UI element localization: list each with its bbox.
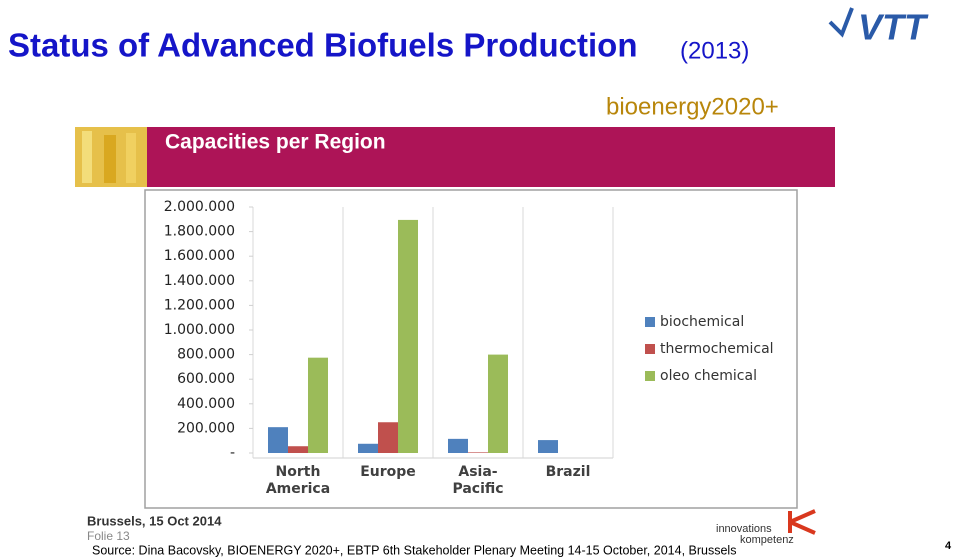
banner-image [82,131,92,183]
bar [358,443,378,453]
y-tick-label: - [230,445,235,461]
legend-swatch [645,317,655,327]
y-tick-label: 1.800.000 [164,224,235,240]
banner [75,127,835,187]
y-tick-label: 1.200.000 [164,297,235,313]
banner-image [104,135,116,183]
legend-label: thermochemical [660,341,774,357]
x-tick-label: North America [265,464,331,497]
banner-title: Capacities per Region [165,131,386,154]
partner-logo: bioenergy2020+ [606,93,779,120]
slide-title-year: (2013) [680,37,749,64]
x-tick-label: Asia-Pacific [452,464,504,497]
slide-title: Status of Advanced Biofuels Production [8,27,638,64]
bar [448,438,468,453]
x-tick-label: Europe [360,464,416,480]
y-tick-label: 1.600.000 [164,248,235,264]
y-tick-label: 1.000.000 [164,322,235,338]
footer-place-date: Brussels, 15 Oct 2014 [87,513,222,528]
legend-swatch [645,344,655,354]
legend-swatch [645,371,655,381]
page-number: 4 [945,540,952,552]
chart-frame [144,189,798,509]
bar [288,446,308,453]
y-tick-label: 1.400.000 [164,273,235,289]
banner-image [126,133,136,183]
source-note: Source: Dina Bacovsky, BIOENERGY 2020+, … [92,543,736,557]
bar [378,422,398,453]
footer-logo-line: innovations [716,523,772,535]
y-tick-label: 2.000.000 [164,199,235,215]
vtt-logo: VTT [858,7,929,48]
logo-mark [828,7,854,38]
y-tick-label: 800.000 [177,347,235,363]
footer-slide: Folie 13 [87,529,130,543]
bar [308,357,328,453]
footer-logo-line: kompetenz [740,534,794,546]
bar [538,440,558,453]
x-tick-label: Brazil [545,464,591,480]
legend-label: oleo chemical [660,368,757,384]
y-tick-label: 200.000 [177,420,235,436]
bar [468,452,488,453]
y-tick-label: 400.000 [177,396,235,412]
footer-logo-mark [788,509,816,535]
y-tick-label: 600.000 [177,371,235,387]
bar [398,219,418,453]
legend-label: biochemical [660,314,744,330]
bar [268,427,288,453]
bar [488,354,508,453]
